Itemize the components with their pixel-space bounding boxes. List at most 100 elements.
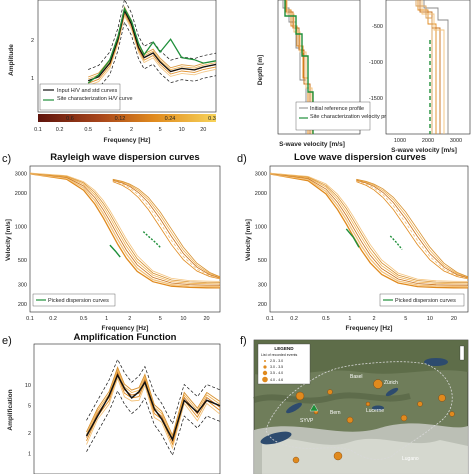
event-marker	[417, 401, 423, 407]
x-tick-label: 0.1	[26, 316, 34, 322]
fundamental-mode-curve	[269, 173, 469, 289]
colorbar-bottom-tick: 10	[179, 127, 185, 133]
lake-constance	[424, 358, 448, 366]
panel-a-legend: Input H/V and std curves Site characteri…	[39, 83, 133, 111]
panel-b1-legend-box	[295, 101, 371, 131]
legend-magnitude-marker	[264, 360, 266, 362]
panel-a: Amplitude 2 1 Input H/V and std curves S…	[8, 0, 217, 144]
map-legend: LEGEND List of recorded events 2.5 - 3.0…	[257, 343, 311, 385]
panel-e-ensemble-curve	[86, 368, 221, 440]
station-triangle	[309, 403, 319, 412]
fundamental-mode-curve	[29, 173, 221, 286]
panel-b1-ylabel: Depth [m]	[257, 55, 264, 85]
x-tick-label: 0.5	[322, 316, 330, 322]
panel-e-mean-curve	[85, 373, 221, 442]
legend-magnitude-marker	[262, 370, 268, 376]
panel-b1-xlabel: S-wave velocity [m/s]	[279, 141, 345, 148]
higher-mode-curve	[356, 178, 469, 278]
country-border	[265, 361, 453, 460]
y-tick-label: 2000	[15, 191, 27, 197]
panel-b2-ytick: -1500	[369, 96, 383, 102]
x-tick-label: 10	[180, 316, 186, 322]
map-scalebar	[459, 345, 465, 361]
legend-magnitude-label: 2.5 - 3.0	[270, 359, 283, 363]
panel-a-ytick: 2	[31, 38, 34, 44]
panel-f-label: f)	[240, 335, 247, 347]
lake-neuchatel	[286, 402, 302, 414]
colorbar-bottom-tick: 0.5	[84, 127, 92, 133]
panel-c-xticks: 0.1 0.2 0.5 1 2 5 10 20	[26, 316, 209, 322]
fundamental-mode-curve	[29, 173, 221, 289]
event-marker	[346, 416, 354, 424]
colorbar-tick: 0.6	[66, 116, 74, 122]
city-label: Bern	[330, 410, 341, 416]
higher-mode-curve	[356, 180, 469, 279]
y-tick-label: 500	[18, 258, 27, 264]
picked-dispersion-curve	[142, 231, 161, 248]
event-marker	[295, 391, 305, 401]
y-tick-label: 10	[25, 383, 31, 389]
fundamental-mode-curve	[269, 173, 469, 285]
panel-c-legend-item: Picked dispersion curves	[48, 298, 109, 304]
panel-d-legend: Picked dispersion curves	[379, 293, 465, 307]
y-tick-label: 3000	[255, 171, 267, 177]
panel-e-label: e)	[2, 335, 12, 347]
higher-mode-curve	[112, 179, 221, 278]
panel-c: c) Rayleigh wave dispersion curves Veloc…	[2, 152, 221, 332]
panel-a-legend-box	[39, 83, 121, 111]
city-label: Lucerne	[366, 408, 384, 414]
panel-a-ensemble-curve	[88, 14, 217, 87]
colorbar-bottom-ticks: 0.1 0.2 0.5 1 2 5 10 20	[34, 127, 206, 133]
colorbar-bottom-tick: 2	[130, 127, 133, 133]
panel-b2-ytick: -1000	[369, 60, 383, 66]
colorbar-bottom-tick: 20	[200, 127, 206, 133]
colorbar-tick: 0.3	[208, 116, 216, 122]
y-tick-label: 300	[18, 283, 27, 289]
y-tick-label: 3000	[15, 171, 27, 177]
legend-magnitude-label: 3.0 - 3.5	[270, 365, 283, 369]
panel-c-curves	[29, 172, 221, 289]
panel-d-yticks: 3000 2000 1000 500 300 200	[255, 171, 267, 308]
panel-d-label: d)	[237, 153, 247, 165]
panel-d-title: Love wave dispersion curves	[294, 152, 426, 163]
higher-mode-curve	[356, 179, 469, 279]
city-label: SYVP	[300, 418, 314, 424]
panel-d-ylabel: Velocity [m/s]	[245, 219, 252, 261]
panel-b1-profiles	[282, 0, 314, 134]
event-marker	[333, 451, 343, 461]
fundamental-mode-curve	[269, 173, 469, 286]
higher-mode-curve	[112, 181, 221, 280]
panel-a-legend-item: Site characterization H/V curve	[57, 96, 133, 102]
panel-d-legend-item: Picked dispersion curves	[395, 298, 456, 304]
panel-d-frame	[269, 165, 469, 313]
panel-e-ensemble-curve	[86, 366, 221, 437]
panel-c-label: c)	[2, 153, 11, 165]
x-tick-label: 20	[203, 316, 209, 322]
panel-e-std-upper	[86, 358, 221, 425]
x-tick-label: 10	[427, 316, 433, 322]
panel-a-legend-item: Input H/V and std curves	[57, 88, 117, 94]
panel-a-ensemble-curve	[88, 12, 217, 84]
panel-a-ytick: 1	[31, 76, 34, 82]
picked-dispersion-curve	[345, 228, 360, 248]
panel-b2-xtick: 3000	[450, 138, 462, 144]
x-tick-label: 5	[159, 316, 162, 322]
colorbar-tick: 0.12	[115, 116, 126, 122]
y-tick-label: 300	[258, 283, 267, 289]
event-marker	[438, 394, 446, 402]
higher-mode-curve	[112, 180, 221, 279]
panel-b2-profiles	[415, 0, 449, 134]
y-tick-label: 2000	[255, 191, 267, 197]
panel-a-std-upper	[88, 0, 217, 70]
panel-d-legend-box	[379, 293, 465, 307]
event-marker	[292, 456, 300, 464]
panel-b2-xlabel: S-wave velocity [m/s]	[391, 147, 457, 154]
panel-a-input-curve	[87, 8, 217, 82]
panel-e-ylabel: Amplification	[7, 389, 14, 430]
fundamental-mode-curve	[29, 172, 221, 283]
event-marker	[365, 401, 371, 407]
x-tick-label: 2	[372, 316, 375, 322]
panel-a-ylabel: Amplitude	[8, 44, 15, 76]
picked-dispersion-curve	[109, 244, 121, 258]
